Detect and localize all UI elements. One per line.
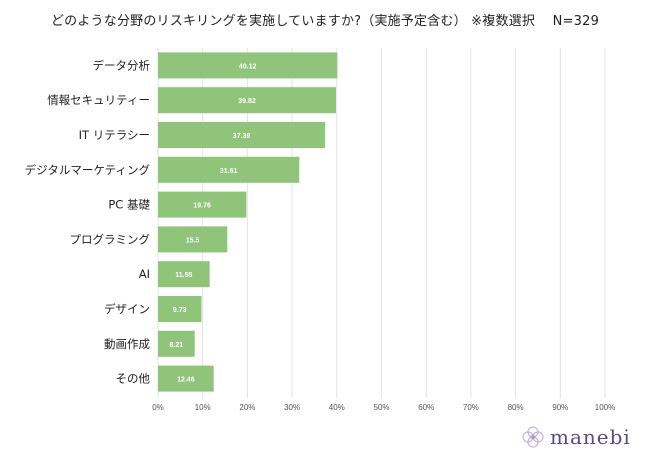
x-tick-label: 30% — [284, 403, 300, 412]
category-label: 情報セキュリティー — [47, 93, 150, 107]
chart-title: どのような分野のリスキリングを実施していますか?（実施予定含む） ※複数選択 N… — [50, 14, 600, 29]
x-tick-label: 10% — [195, 403, 211, 412]
bar-value-label: 8.21 — [170, 342, 184, 349]
bar — [158, 156, 300, 183]
category-label: デザイン — [104, 302, 150, 316]
x-tick-label: 100% — [595, 403, 615, 412]
x-tick-label: 80% — [508, 403, 524, 412]
category-label: 動画作成 — [104, 337, 150, 351]
x-tick-label: 70% — [463, 403, 479, 412]
category-label: PC 基礎 — [108, 198, 150, 212]
category-label: デジタルマーケティング — [25, 163, 151, 177]
bar — [158, 365, 214, 392]
bar-value-label: 31.61 — [220, 168, 238, 175]
bar — [158, 52, 338, 79]
bar — [158, 122, 326, 148]
bar-value-label: 39.82 — [238, 98, 256, 105]
category-label: データ分析 — [93, 58, 151, 72]
x-tick-label: 50% — [373, 403, 389, 412]
manebi-flower-icon — [522, 426, 544, 448]
bar-value-label: 12.46 — [177, 377, 195, 384]
category-label: AI — [139, 267, 150, 281]
bar-value-label: 11.55 — [175, 272, 192, 279]
bar — [158, 191, 247, 218]
x-tick-label: 20% — [239, 403, 255, 412]
x-tick-label: 60% — [418, 403, 434, 412]
category-label: その他 — [116, 372, 151, 386]
x-tick-label: 0% — [152, 403, 164, 412]
bar-value-label: 19.76 — [193, 203, 211, 210]
bar — [158, 87, 336, 114]
category-label: IT リテラシー — [79, 128, 150, 142]
bar-value-label: 40.12 — [239, 63, 257, 70]
logo-text: manebi — [550, 425, 631, 449]
x-tick-label: 40% — [329, 403, 345, 412]
bar-value-label: 15.5 — [186, 237, 200, 244]
category-label: プログラミング — [70, 232, 151, 246]
bar — [158, 226, 228, 253]
bar-value-label: 9.73 — [173, 307, 187, 314]
x-tick-label: 90% — [552, 403, 568, 412]
manebi-logo: manebi — [520, 422, 631, 452]
bar-value-label: 37.39 — [233, 133, 251, 140]
bar — [158, 330, 195, 357]
bar — [158, 261, 210, 288]
bar — [158, 296, 202, 322]
